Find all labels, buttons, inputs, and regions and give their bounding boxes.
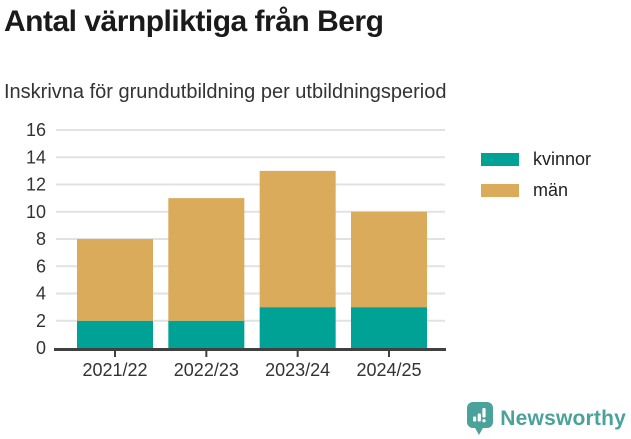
legend-label-män: män (533, 180, 569, 200)
legend-label-kvinnor: kvinnor (533, 149, 592, 169)
chart-subtitle: Inskrivna för grundutbildning per utbild… (4, 81, 447, 103)
bar-segment-män-2021/22 (77, 239, 153, 321)
stacked-bar-chart: 2021/22 2022/23 2023/24 2024/25 0 2 4 6 8 10 12 14 1… (26, 120, 446, 380)
y-axis-label: 6 (36, 256, 46, 276)
bar-segment-män-2024/25 (350, 211, 427, 308)
x-axis-label: 2022/23 (174, 360, 239, 380)
bar-segment-kvinnor-2022/23 (168, 320, 245, 348)
legend-item-kvinnor: kvinnor (481, 150, 591, 168)
legend-swatch-kvinnor (481, 152, 519, 166)
bar-segment-kvinnor-2023/24 (259, 307, 336, 348)
legend-item-män: män (481, 181, 591, 199)
chart-legend: kvinnor män (481, 150, 591, 212)
y-axis-label: 2 (36, 311, 46, 331)
y-axis-label: 16 (26, 120, 46, 140)
bar-segment-kvinnor-2024/25 (350, 307, 427, 348)
bar-segment-kvinnor-2021/22 (77, 320, 153, 348)
chart-title: Antal värnpliktiga från Berg (4, 5, 384, 38)
y-axis-label: 14 (26, 147, 46, 167)
newsworthy-bar-chart-bubble-icon (467, 402, 494, 435)
bar-segment-män-2023/24 (259, 170, 336, 308)
y-axis-label: 4 (36, 284, 46, 304)
y-axis-label: 12 (26, 175, 46, 195)
bar-segment-män-2022/23 (168, 198, 245, 321)
x-axis-label: 2024/25 (356, 360, 421, 380)
y-axis-label: 10 (26, 202, 46, 222)
newsworthy-logo: Newsworthy (467, 402, 626, 436)
y-axis-label: 0 (36, 338, 46, 358)
x-axis-label: 2023/24 (265, 360, 330, 380)
y-axis-label: 8 (36, 229, 46, 249)
legend-swatch-män (481, 183, 519, 197)
x-axis-label: 2021/22 (82, 360, 147, 380)
newsworthy-logo-text: Newsworthy (500, 407, 626, 430)
